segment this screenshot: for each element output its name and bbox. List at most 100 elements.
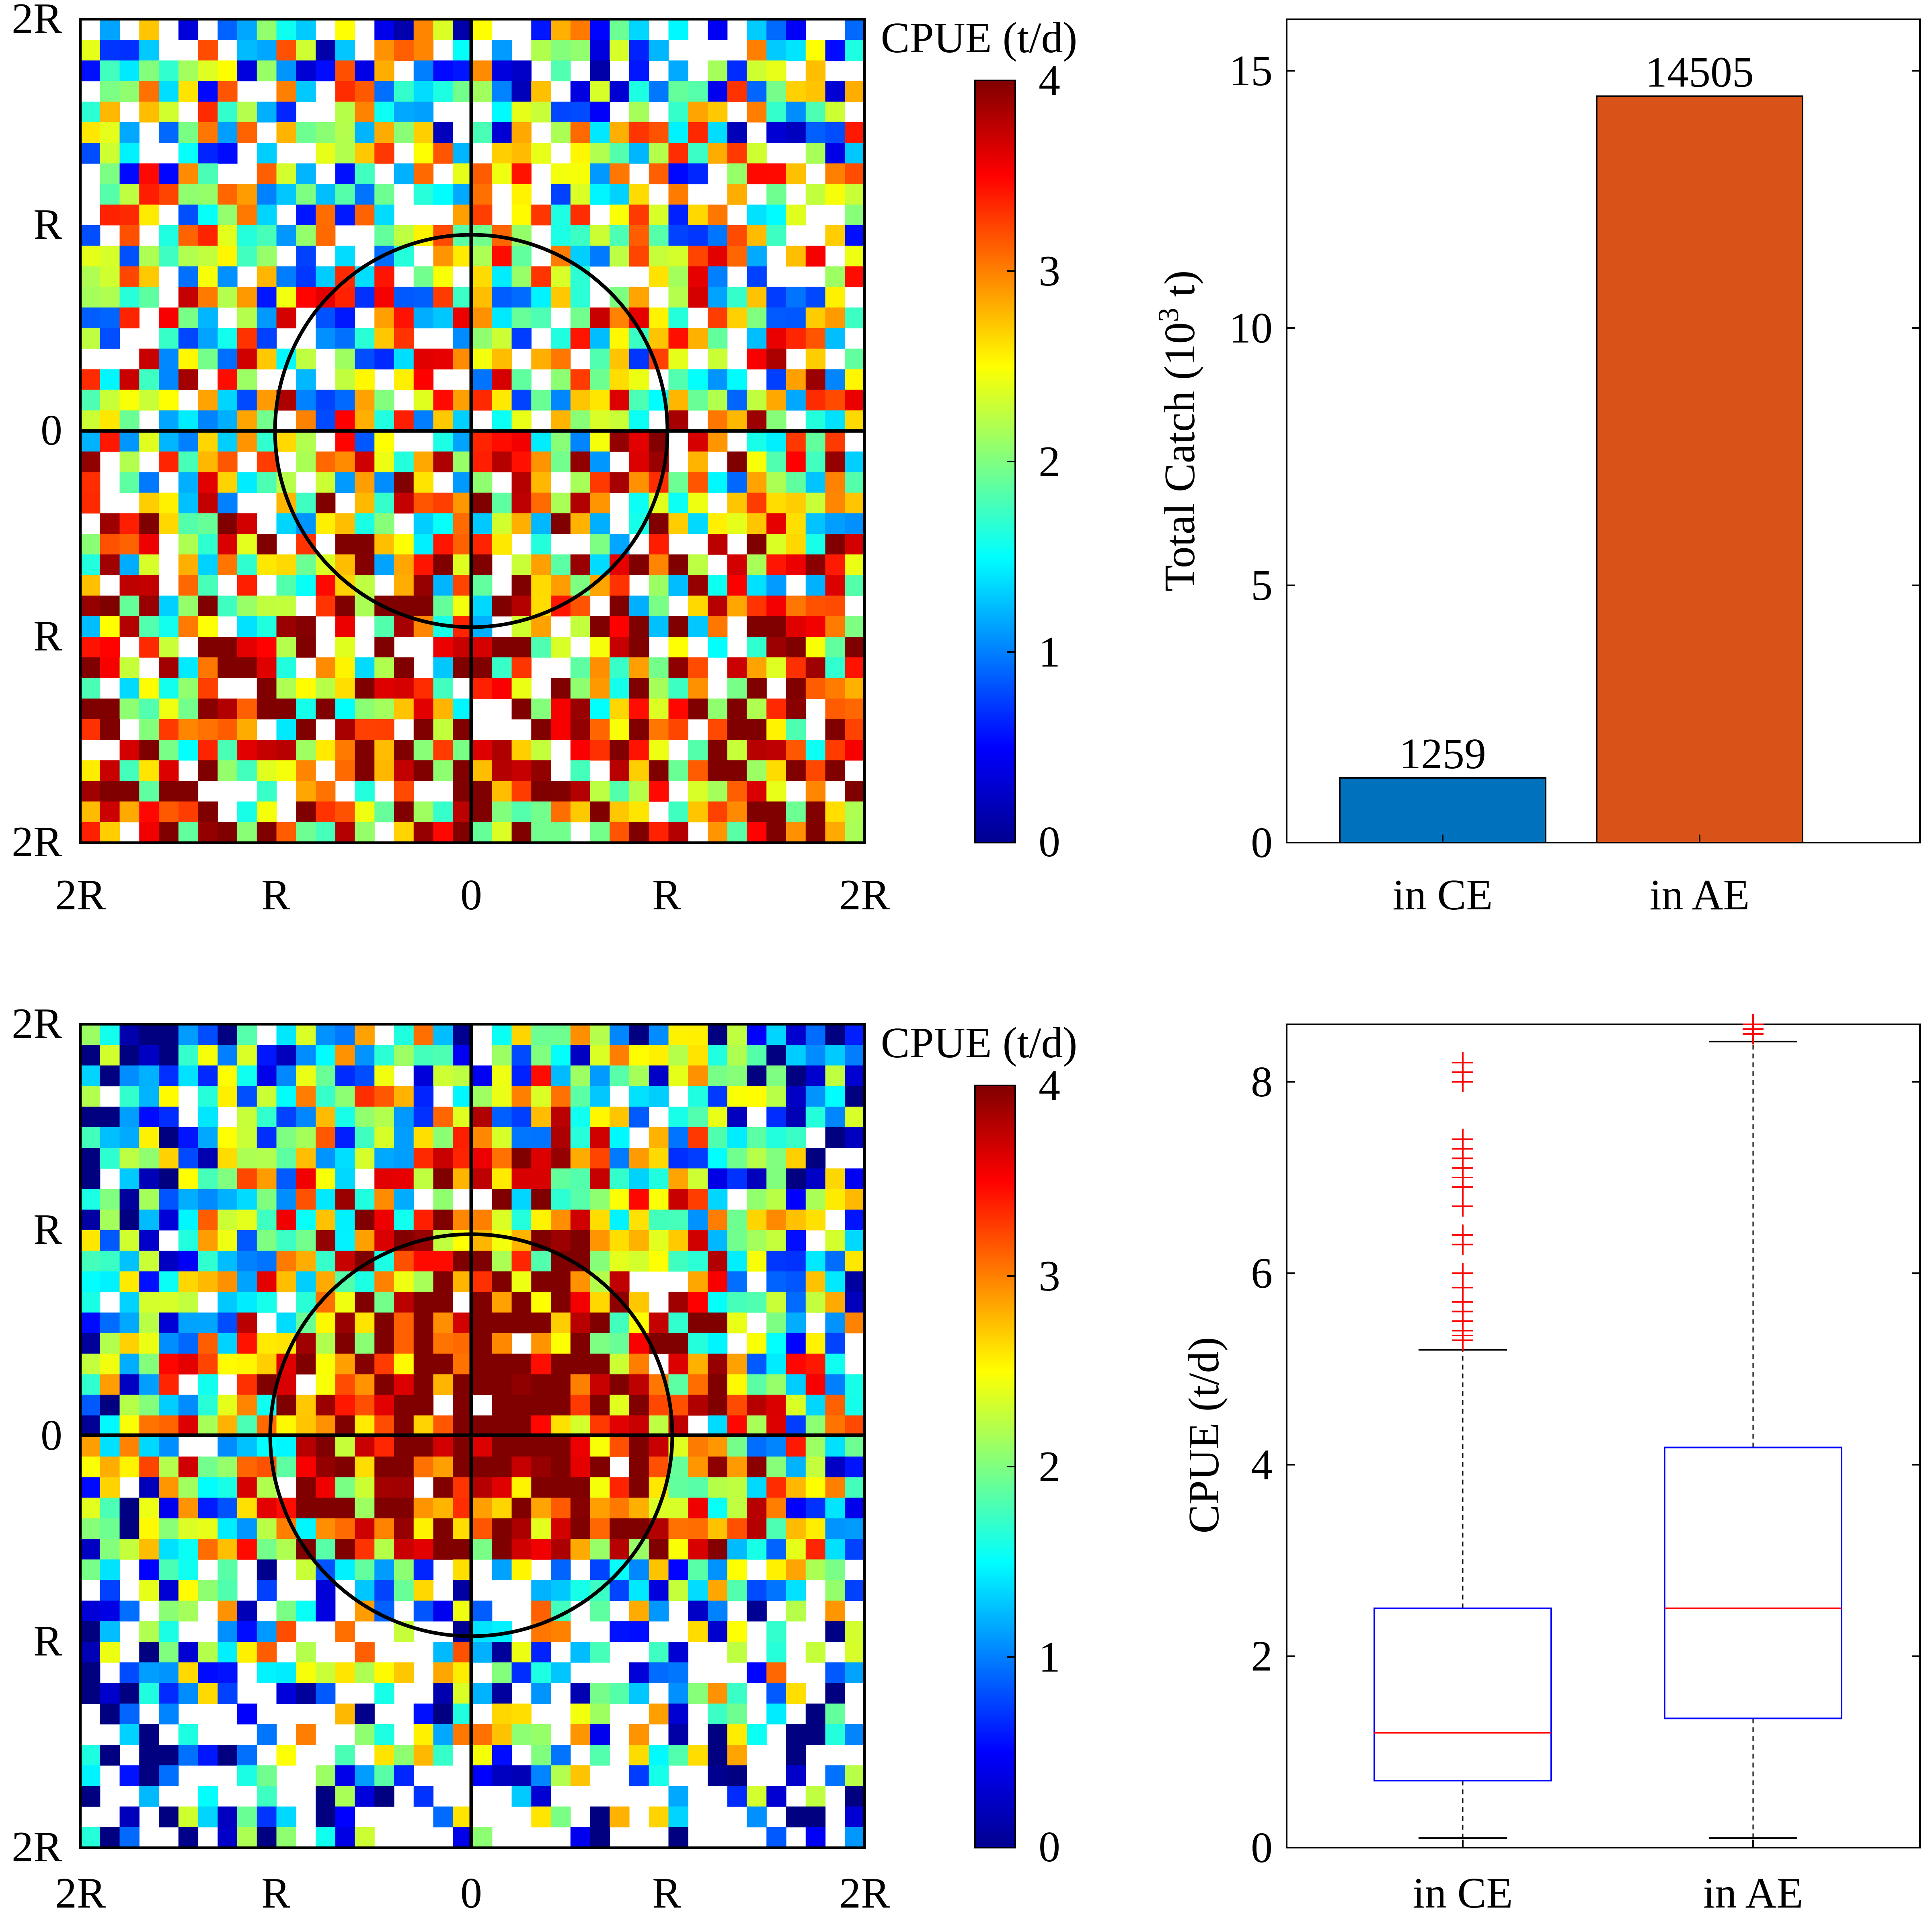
heatmap-cell <box>766 19 786 40</box>
box-category-label: in AE <box>1703 1869 1803 1917</box>
heatmap-cell <box>198 1230 218 1251</box>
heatmap-cell <box>413 1559 434 1580</box>
heatmap-cell <box>139 81 159 102</box>
heatmap-cell <box>668 225 688 246</box>
heatmap-cell <box>355 801 375 823</box>
heatmap-cell <box>551 575 571 596</box>
heatmap-cell <box>727 1209 747 1231</box>
heatmap-cell <box>237 1292 257 1313</box>
heatmap-cell <box>649 1168 669 1190</box>
heatmap-cell <box>472 801 493 823</box>
heatmap-cell <box>374 1580 394 1601</box>
heatmap-cell <box>688 1333 708 1354</box>
heatmap-cell <box>139 1559 159 1580</box>
heatmap-cell <box>708 1415 728 1436</box>
heatmap-cell <box>688 225 708 246</box>
heatmap-cell <box>610 1251 630 1272</box>
heatmap-cell <box>80 307 101 328</box>
heatmap-cell <box>178 781 199 802</box>
heatmap-cell <box>178 740 199 761</box>
heatmap-cell <box>296 637 316 658</box>
heatmap-cell <box>218 1539 238 1560</box>
heatmap-cell <box>335 1477 355 1498</box>
heatmap-cell <box>80 1374 101 1395</box>
heatmap-cell <box>159 163 179 185</box>
heatmap-cell <box>629 822 649 843</box>
heatmap-cell <box>688 1251 708 1272</box>
heatmap-cell <box>688 513 708 534</box>
heatmap-cell <box>413 81 434 102</box>
heatmap-cell <box>139 349 159 369</box>
heatmap-cell <box>100 616 120 637</box>
heatmap-cell <box>570 616 591 637</box>
heatmap-cell <box>100 184 120 205</box>
heatmap-cell <box>688 554 708 575</box>
heatmap-cell <box>727 143 747 164</box>
heatmap-cell <box>570 1456 591 1477</box>
heatmap-cells-bottom <box>80 1024 865 1848</box>
heatmap-cell <box>100 781 120 802</box>
heatmap-cell <box>453 81 473 102</box>
heatmap-cell <box>119 1497 140 1519</box>
heatmap-cell <box>453 822 473 843</box>
heatmap-cell <box>394 328 414 349</box>
heatmap-cell <box>237 1415 257 1436</box>
heatmap-cell <box>237 740 257 761</box>
heatmap-cell <box>570 1230 591 1251</box>
ylabel-superscript: 3 <box>1152 308 1185 322</box>
heatmap-cell <box>433 1271 453 1292</box>
heatmap-cell <box>355 328 375 349</box>
heatmap-cell <box>453 1539 473 1560</box>
heatmap-cell <box>355 163 375 185</box>
heatmap-cell <box>296 1230 316 1251</box>
heatmap-cell <box>472 307 493 328</box>
heatmap-cell <box>413 60 434 82</box>
heatmap-cell <box>531 637 551 658</box>
heatmap-cell <box>178 678 199 699</box>
heatmap-cell <box>747 1374 767 1395</box>
heatmap-cell <box>80 1683 101 1704</box>
heatmap-cell <box>257 554 277 575</box>
heatmap-cell <box>257 1065 277 1087</box>
heatmap-cell <box>119 1662 140 1683</box>
heatmap-cell <box>198 410 218 431</box>
heatmap-cell <box>786 760 806 781</box>
heatmap-cell <box>413 266 434 287</box>
heatmap-cell <box>296 1600 316 1622</box>
heatmap-cell <box>708 1436 728 1457</box>
heatmap-cell <box>511 554 532 575</box>
heatmap-cell <box>727 1703 747 1725</box>
heatmap-cell <box>316 1827 336 1848</box>
heatmap-cell <box>80 1354 101 1374</box>
heatmap-cell <box>531 1539 551 1560</box>
heatmap-cell <box>100 1333 120 1354</box>
heatmap-cell <box>668 163 688 185</box>
heatmap-cell <box>668 1518 688 1539</box>
heatmap-cell <box>786 1024 806 1045</box>
heatmap-cell <box>531 492 551 514</box>
heatmap-cell <box>845 1415 865 1436</box>
heatmap-cell <box>472 266 493 287</box>
heatmap-cell <box>139 1271 159 1292</box>
heatmap-cell <box>590 781 610 802</box>
heatmap-cell <box>394 1045 414 1066</box>
heatmap-cell <box>766 534 786 555</box>
heatmap-cell <box>590 19 610 40</box>
heatmap-cell <box>747 822 767 843</box>
heatmap-cell <box>629 1065 649 1087</box>
heatmap-cell <box>492 1477 512 1498</box>
heatmap-cell <box>218 698 238 720</box>
heatmap-cell <box>531 101 551 123</box>
heatmap-cell <box>335 287 355 308</box>
heatmap-cell <box>178 1292 199 1313</box>
heatmap-cell <box>708 1745 728 1766</box>
heatmap-cell <box>845 1436 865 1457</box>
heatmap-cell <box>590 143 610 164</box>
heatmap-cell <box>708 472 728 493</box>
heatmap-cell <box>159 410 179 431</box>
heatmap-cell <box>198 1024 218 1045</box>
heatmap-cell <box>355 287 375 308</box>
heatmap-cell <box>355 1106 375 1128</box>
heatmap-cell <box>100 246 120 267</box>
